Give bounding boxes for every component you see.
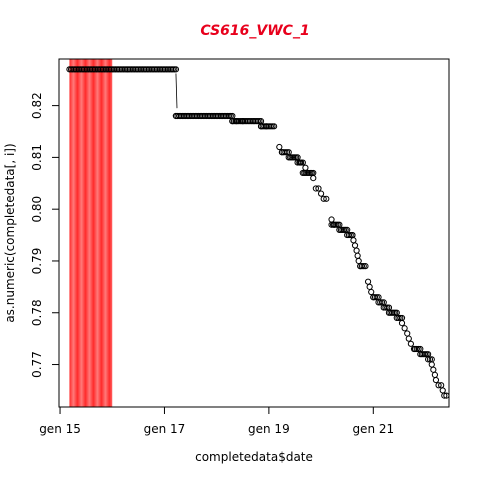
x-tick-label: gen 17 [144,422,186,436]
data-point [347,231,354,239]
data-point [229,118,236,125]
data-point [276,143,283,151]
data-point [323,195,330,202]
data-point [425,356,432,363]
data-point [366,283,373,290]
x-axis: gen 15 gen 17 gen 19 gen 21 [39,406,394,436]
data-point [331,221,338,228]
plot-area [66,59,450,407]
data-point [357,263,364,270]
data-point [310,175,317,182]
data-point [328,216,335,223]
y-tick-label: 0.79 [30,248,44,275]
data-point [345,231,353,239]
data-point [431,371,439,378]
data-point [353,247,360,254]
data-point [410,345,418,353]
y-axis-label: as.numeric(completedata[, i]) [3,143,17,322]
data-point [358,263,366,270]
data-point [312,185,319,192]
data-point [320,195,327,202]
data-point [299,159,306,166]
y-tick-label: 0.82 [30,92,44,119]
highlight-band [69,59,113,407]
x-tick-label: gen 19 [248,422,290,436]
data-point [302,164,309,171]
x-tick-label: gen 15 [39,422,81,436]
data-point [404,330,411,337]
data-point [373,294,380,301]
data-point [282,149,289,156]
data-point [401,325,408,332]
y-tick-label: 0.81 [30,144,44,171]
data-point [350,237,357,244]
data-point [315,185,322,192]
data-point [441,392,448,399]
data-point [360,263,367,270]
plot-box [58,58,450,408]
x-axis-label: completedata$date [195,450,313,464]
data-point [432,376,440,384]
data-point [172,66,180,73]
data-point [368,288,375,296]
data-point [395,314,402,322]
data-point [263,123,270,130]
data-point [370,294,377,301]
data-point [355,257,362,265]
data-point [172,112,180,120]
data-point [435,382,442,389]
data-point [413,345,420,353]
data-point [239,118,246,125]
y-tick-label: 0.77 [30,351,44,378]
data-point [382,304,389,311]
data-point [364,278,372,285]
x-tick-label: gen 21 [352,422,394,436]
data-point [415,345,422,353]
y-axis: 0.77 0.78 0.79 0.80 0.81 0.82 [30,92,60,378]
data-point [430,366,437,373]
data-point [398,320,406,327]
data-point [278,149,286,156]
data-point [426,356,434,363]
data-point [297,159,304,166]
data-point [354,252,361,259]
data-point [397,314,404,322]
data-point [407,340,414,347]
data-point [377,299,384,306]
data-point [271,123,278,130]
data-point [378,299,386,306]
data-point [371,294,379,301]
data-point [351,242,359,249]
data-point [317,190,325,197]
connector-line [175,73,178,109]
data-point [384,304,391,311]
y-tick-label: 0.78 [30,299,44,326]
y-tick-label: 0.80 [30,196,44,223]
data-point [405,335,412,342]
chart-title: CS616_VWC_1 [200,23,309,39]
data-point [233,118,240,125]
data-point [428,361,435,368]
data-point [439,387,446,394]
